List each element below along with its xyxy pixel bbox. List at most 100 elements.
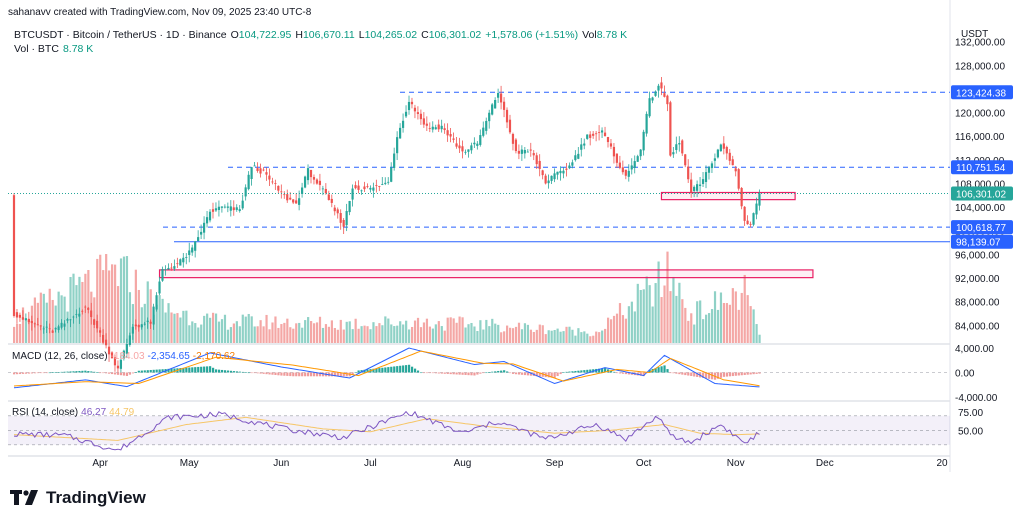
macd-hist-bar — [18, 372, 22, 375]
volume-bar — [437, 321, 440, 343]
macd-hist-bar — [419, 372, 423, 374]
volume-bar — [262, 326, 265, 343]
volume-bar — [491, 318, 494, 343]
macd-hist-bar — [500, 370, 503, 373]
rsi-value: 46.27 — [81, 407, 107, 418]
candle-body — [529, 149, 532, 151]
vol-btc-value: 8.78 K — [62, 43, 94, 55]
macd-hist-bar — [749, 372, 752, 375]
tradingview-logo[interactable]: TradingView — [10, 488, 146, 508]
volume-bar — [191, 321, 194, 343]
candle-body — [565, 168, 568, 170]
macd-hist-bar — [565, 371, 568, 373]
volume-bar — [705, 314, 708, 343]
volume-bar — [220, 319, 224, 343]
volume-bar — [586, 333, 589, 343]
candle-body — [603, 132, 607, 136]
volume-bar — [488, 326, 491, 343]
volume-bar — [621, 315, 625, 343]
volume-bar — [693, 324, 696, 343]
volume-bar — [449, 317, 452, 343]
volume-bar — [506, 325, 509, 343]
macd-hist-bar — [702, 372, 705, 378]
volume-bar — [298, 322, 301, 343]
volume-bar — [710, 309, 714, 343]
volume-bar — [479, 320, 482, 343]
macd-title[interactable]: MACD (12, 26, close) — [12, 351, 108, 362]
volume-bar — [312, 323, 316, 343]
volume-bar — [464, 327, 467, 343]
macd-hist-bar — [675, 372, 678, 374]
candle-body — [235, 207, 238, 210]
macd-hist-bar — [375, 368, 378, 373]
candle-body — [155, 295, 158, 310]
symbol-title[interactable]: BTCUSDT · Bitcoin / TetherUS · 1D · Bina… — [14, 29, 227, 41]
volume-bar — [568, 326, 571, 343]
macd-hist-bar — [568, 371, 571, 373]
candle-body — [687, 166, 690, 180]
macd-hist-bar — [737, 372, 740, 376]
macd-hist-bar — [315, 372, 319, 377]
macd-hist-bar — [434, 372, 437, 374]
volume-bar — [203, 315, 206, 343]
candle-body — [499, 93, 503, 103]
candle-body — [384, 182, 387, 184]
candle-body — [182, 257, 185, 263]
volume-bar — [238, 326, 241, 343]
candle-body — [693, 186, 696, 192]
volume-bar — [645, 276, 648, 343]
macd-hist-bar — [506, 371, 509, 373]
macd-hist-bar — [526, 372, 530, 376]
macd-hist-bar — [78, 370, 81, 373]
volume-bar — [618, 303, 622, 343]
volume-bar — [375, 326, 378, 343]
volume-bar — [170, 312, 173, 343]
volume-bar — [731, 288, 734, 343]
candle-body — [446, 130, 449, 136]
macd-hist-bar — [72, 371, 75, 373]
volume-bar — [54, 305, 57, 343]
volume-bar — [381, 325, 384, 343]
macd-hist-bar — [111, 372, 114, 375]
x-tick-label: Dec — [816, 458, 834, 469]
candle-body — [295, 200, 298, 204]
macd-hist-bar — [547, 372, 550, 378]
volume-bar — [562, 331, 565, 343]
candle-body — [425, 123, 428, 126]
macd-hist-bar — [574, 370, 577, 373]
volume-bar — [713, 291, 717, 343]
volume-bar — [405, 320, 408, 343]
candle-body — [36, 324, 39, 326]
candle-body — [390, 167, 393, 182]
macd-hist-bar — [437, 372, 440, 374]
volume-bar — [206, 313, 209, 343]
macd-hist-bar — [149, 369, 152, 373]
candle-body — [675, 144, 678, 151]
volume-bar — [473, 326, 476, 343]
candle-body — [488, 112, 491, 122]
volume-bar — [651, 306, 654, 343]
candle-body — [511, 133, 515, 144]
macd-hist-bar — [503, 370, 506, 373]
candle-body — [256, 168, 259, 171]
macd-hist-bar — [666, 369, 669, 373]
volume-bar — [684, 307, 687, 343]
author-line: sahanavv created with TradingView.com, N… — [8, 7, 312, 18]
macd-hist-bar — [452, 372, 455, 375]
volume-bar — [550, 330, 553, 343]
candle-body — [363, 186, 366, 190]
rsi-title[interactable]: RSI (14, close) — [12, 407, 79, 418]
volume-bar — [654, 283, 657, 343]
candle-body — [517, 150, 520, 154]
volume-bar — [256, 326, 259, 343]
volume-bar — [609, 319, 613, 343]
macd-hist-bar — [286, 372, 289, 376]
macd-hist-bar — [511, 372, 515, 374]
volume-bar — [15, 324, 19, 343]
macd-hist-bar — [660, 366, 663, 373]
macd-hist-bar — [27, 372, 31, 374]
volume-bar — [336, 329, 339, 343]
macd-hist-bar — [182, 367, 185, 373]
macd-hist-bar — [609, 370, 613, 373]
